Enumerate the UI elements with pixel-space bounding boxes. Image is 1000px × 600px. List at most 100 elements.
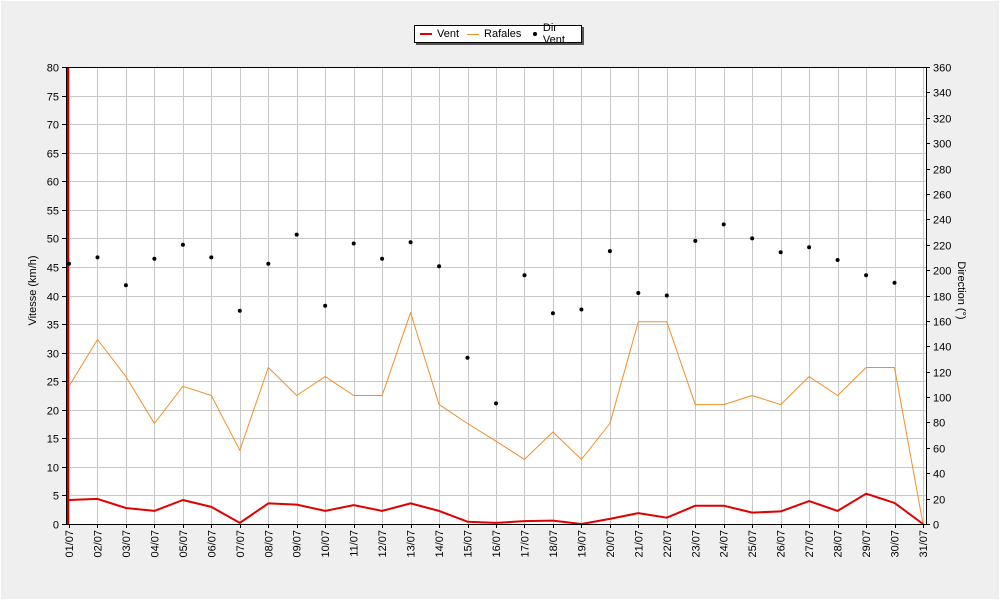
- y-tick-label: 50: [47, 234, 59, 246]
- y2-tick-label: 20: [933, 495, 945, 507]
- data-point-dir-vent: [721, 222, 726, 227]
- y-tick-label: 0: [53, 520, 59, 532]
- dir-vent-dot-icon: [533, 32, 537, 36]
- x-tick-label: 15/07: [463, 530, 475, 558]
- x-tick-label: 28/07: [833, 530, 845, 558]
- x-tick-label: 23/07: [690, 530, 702, 558]
- data-point-dir-vent: [465, 355, 470, 360]
- legend: Vent Rafales Dir Vent: [414, 22, 582, 46]
- y-tick-label: 30: [47, 349, 59, 361]
- x-tick-label: 21/07: [633, 530, 645, 558]
- x-tick-label: 14/07: [434, 530, 446, 558]
- data-point-dir-vent: [579, 307, 584, 312]
- x-tick-label: 16/07: [491, 530, 503, 558]
- data-point-dir-vent: [323, 303, 328, 308]
- data-point-dir-vent: [67, 261, 71, 266]
- data-point-dir-vent: [494, 401, 498, 406]
- y2-tick-label: 200: [933, 266, 951, 278]
- x-tick-label: 27/07: [804, 530, 816, 558]
- y2-tick-label: 120: [933, 368, 951, 380]
- x-tick-label: 24/07: [719, 530, 731, 558]
- x-tick-label: 07/07: [235, 530, 247, 558]
- data-point-dir-vent: [152, 256, 157, 261]
- data-point-dir-vent: [693, 238, 698, 243]
- x-tick-label: 09/07: [292, 530, 304, 558]
- x-tick-label: 06/07: [206, 530, 218, 558]
- y2-tick-label: 280: [933, 165, 951, 177]
- y-tick-label: 65: [47, 149, 59, 161]
- legend-item-dir-vent: Dir Vent: [529, 22, 578, 46]
- y-tick-label: 25: [47, 377, 59, 389]
- y-tick-label: 75: [47, 92, 59, 104]
- data-point-dir-vent: [550, 311, 555, 316]
- legend-label-dir-vent: Dir Vent: [542, 22, 565, 46]
- y2-tick-label: 260: [933, 190, 951, 202]
- y-tick-label: 20: [47, 406, 59, 418]
- data-point-dir-vent: [778, 250, 783, 255]
- legend-item-rafales: Rafales: [467, 28, 521, 40]
- x-tick-label: 31/07: [918, 530, 930, 558]
- y2-tick-label: 320: [933, 114, 951, 126]
- data-point-dir-vent: [807, 245, 812, 250]
- x-tick-label: 04/07: [149, 530, 161, 558]
- data-point-dir-vent: [437, 264, 442, 269]
- x-tick-label: 10/07: [320, 530, 332, 558]
- y-tick-label: 35: [47, 320, 59, 332]
- data-point-dir-vent: [522, 273, 527, 278]
- x-tick-label: 08/07: [263, 530, 275, 558]
- x-tick-label: 18/07: [548, 530, 560, 558]
- rafales-line-icon: [467, 33, 480, 35]
- data-point-dir-vent: [180, 242, 185, 247]
- y-axis-label: Vitesse (km/h): [27, 255, 39, 325]
- data-point-dir-vent: [380, 256, 385, 261]
- y-tick-label: 55: [47, 206, 59, 218]
- series-layer: [66, 67, 924, 525]
- vent-line-icon: [420, 33, 432, 35]
- x-tick-label: 19/07: [576, 530, 588, 558]
- axes: 0 5 10 15 20 25 30 35 40 45 50 55 60 65 70 75 80 0 20 40 60 8…: [47, 63, 952, 558]
- x-tick-label: 26/07: [776, 530, 788, 558]
- data-point-dir-vent: [664, 293, 669, 298]
- data-point-dir-vent: [209, 255, 214, 260]
- y-tick-label: 80: [47, 63, 59, 75]
- y2-tick-label: 0: [933, 520, 939, 532]
- data-point-dir-vent: [408, 240, 413, 245]
- y-tick-label: 60: [47, 177, 59, 189]
- x-tick-label: 20/07: [605, 530, 617, 558]
- y2-axis-label: Direction (°): [955, 261, 967, 319]
- y-tick-label: 5: [53, 491, 59, 503]
- legend-item-vent: Vent: [420, 28, 459, 40]
- y2-tick-label: 80: [933, 418, 945, 430]
- y-tick-label: 15: [47, 434, 59, 446]
- data-point-dir-vent: [266, 261, 271, 266]
- x-tick-label: 12/07: [377, 530, 389, 558]
- x-tick-label: 25/07: [747, 530, 759, 558]
- y2-tick-label: 340: [933, 88, 951, 100]
- data-point-dir-vent: [636, 291, 641, 295]
- data-point-dir-vent: [351, 241, 356, 246]
- x-tick-label: 02/07: [92, 530, 104, 558]
- data-point-dir-vent: [835, 258, 840, 262]
- data-point-dir-vent: [95, 255, 100, 260]
- y2-tick-label: 360: [933, 63, 951, 75]
- y2-tick-label: 240: [933, 215, 951, 227]
- legend-label-rafales: Rafales: [484, 28, 522, 40]
- grid: [66, 67, 926, 525]
- x-tick-label: 05/07: [178, 530, 190, 558]
- x-tick-label: 29/07: [861, 530, 873, 558]
- y2-tick-label: 220: [933, 241, 951, 253]
- y2-tick-label: 100: [933, 393, 951, 405]
- y-tick-label: 40: [47, 292, 59, 304]
- y2-tick-label: 60: [933, 444, 945, 456]
- y2-tick-label: 300: [933, 139, 951, 151]
- y2-tick-label: 160: [933, 317, 951, 329]
- x-tick-label: 03/07: [121, 530, 133, 558]
- x-tick-label: 17/07: [519, 530, 531, 558]
- data-point-dir-vent: [123, 283, 128, 288]
- data-point-dir-vent: [864, 273, 869, 278]
- data-point-dir-vent: [750, 236, 755, 241]
- x-tick-label: 22/07: [662, 530, 674, 558]
- y2-tick-label: 180: [933, 292, 951, 304]
- y-tick-label: 70: [47, 120, 59, 132]
